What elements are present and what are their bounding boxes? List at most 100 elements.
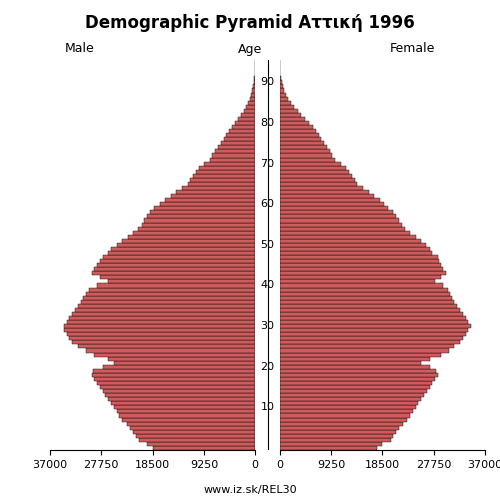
Bar	[280, 210, 394, 214]
Bar	[166, 198, 255, 202]
Bar	[66, 320, 255, 324]
Bar	[280, 393, 424, 397]
Bar	[280, 263, 440, 267]
Bar	[280, 312, 463, 316]
Bar	[235, 121, 255, 125]
Bar	[280, 137, 322, 141]
Bar	[122, 239, 255, 243]
Bar	[250, 96, 255, 100]
Bar	[280, 296, 452, 300]
Bar	[280, 133, 318, 137]
Bar	[147, 442, 255, 446]
Bar	[102, 255, 255, 259]
Bar	[280, 406, 415, 409]
Bar	[94, 352, 255, 356]
Bar	[280, 304, 458, 308]
Bar	[280, 259, 439, 263]
Bar	[280, 76, 281, 80]
Bar	[111, 247, 255, 251]
Bar	[280, 348, 449, 352]
Bar	[114, 406, 255, 409]
Bar	[238, 117, 255, 121]
Bar	[218, 146, 255, 150]
Bar	[280, 166, 346, 170]
Bar	[212, 154, 255, 158]
Bar	[160, 202, 255, 206]
Bar	[280, 206, 388, 210]
Bar	[171, 194, 255, 198]
Bar	[122, 418, 255, 422]
Bar	[100, 259, 255, 263]
Bar	[280, 280, 435, 283]
Bar	[244, 109, 255, 113]
Text: 50: 50	[260, 240, 274, 250]
Bar	[196, 170, 255, 174]
Bar	[86, 348, 255, 352]
Bar	[86, 292, 255, 296]
Bar	[280, 150, 330, 154]
Bar	[78, 304, 255, 308]
Bar	[280, 401, 418, 406]
Bar	[221, 141, 255, 146]
Bar	[106, 393, 255, 397]
Bar	[280, 146, 327, 150]
Bar	[94, 267, 255, 271]
Bar	[280, 267, 444, 271]
Bar	[280, 352, 440, 356]
Bar	[280, 80, 281, 84]
Bar	[280, 446, 377, 450]
Bar	[97, 263, 255, 267]
Bar	[280, 234, 415, 239]
Bar	[280, 113, 301, 117]
Bar	[128, 234, 255, 239]
Bar	[252, 88, 255, 92]
Bar	[144, 218, 255, 222]
Bar	[152, 446, 255, 450]
Bar	[280, 276, 440, 280]
Bar	[280, 324, 471, 328]
Bar	[280, 162, 341, 166]
Bar	[108, 356, 255, 360]
Bar	[188, 182, 255, 186]
Bar	[150, 210, 255, 214]
Bar	[210, 158, 255, 162]
Bar	[280, 434, 394, 438]
Bar	[190, 178, 255, 182]
Bar	[126, 422, 255, 426]
Bar	[92, 373, 255, 377]
Bar	[280, 430, 396, 434]
Bar	[120, 414, 255, 418]
Bar	[280, 369, 436, 373]
Bar	[64, 328, 255, 332]
Bar	[280, 414, 410, 418]
Bar	[108, 280, 255, 283]
Bar	[280, 158, 336, 162]
Bar	[116, 243, 255, 247]
Bar	[280, 442, 382, 446]
Bar	[280, 141, 324, 146]
Bar	[133, 230, 255, 234]
Bar	[80, 300, 255, 304]
Bar	[66, 332, 255, 336]
Bar	[216, 150, 255, 154]
Bar	[138, 226, 255, 230]
Bar	[280, 198, 380, 202]
Bar	[280, 174, 352, 178]
Bar	[130, 426, 255, 430]
Bar	[100, 276, 255, 280]
Bar	[84, 296, 255, 300]
Bar	[97, 284, 255, 288]
Bar	[280, 92, 286, 96]
Bar	[114, 360, 255, 364]
Bar	[280, 121, 308, 125]
Bar	[280, 373, 438, 377]
Bar	[280, 292, 450, 296]
Bar	[280, 125, 313, 129]
Text: 80: 80	[260, 118, 274, 128]
Bar	[70, 316, 255, 320]
Bar	[251, 92, 255, 96]
Text: Female: Female	[390, 42, 435, 56]
Text: 10: 10	[260, 402, 274, 412]
Bar	[182, 186, 255, 190]
Text: Age: Age	[238, 42, 262, 56]
